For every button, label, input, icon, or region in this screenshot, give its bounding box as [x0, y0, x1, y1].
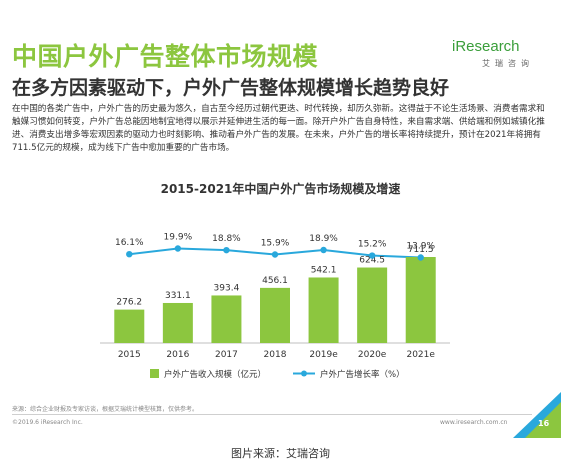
market-size-chart: 276.2 2015 16.1% 331.1 2016 19.9% 393.4 2017 18.…	[100, 233, 450, 380]
logo-text: iResearch	[452, 38, 520, 55]
growth-point-2015	[126, 251, 133, 258]
source-note: 来源：综合企业财报及专家访谈，根据艾瑞统计模型核算，仅供参考。	[12, 406, 199, 413]
page-number: 16	[538, 419, 550, 428]
growth-point-2018	[271, 251, 279, 258]
growth-label-2019e: 18.9%	[309, 234, 338, 244]
growth-label-2017: 18.8%	[212, 234, 241, 244]
bar-value-label-2020e: 624.5	[359, 256, 385, 266]
website-text: www.iresearch.com.cn	[440, 419, 508, 426]
x-tick-label-2017: 2017	[215, 350, 238, 360]
footer-divider	[12, 414, 532, 415]
legend-label-revenue: 户外广告收入规模（亿元）	[164, 369, 266, 380]
bar-value-label-2016: 331.1	[165, 291, 191, 301]
growth-label-2018: 15.9%	[261, 239, 290, 249]
legend-swatch-revenue	[150, 369, 159, 378]
page-title: 中国户外广告整体市场规模	[12, 42, 319, 71]
bar-value-label-2021e: 711.5	[408, 245, 434, 255]
body-paragraph: 在中国的各类广告中，户外广告的历史最为悠久，自古至今经历过朝代更迭、时代转换，却…	[12, 104, 545, 153]
corner-decoration	[513, 392, 561, 438]
growth-point-2016	[174, 245, 182, 252]
x-tick-label-2020e: 2020e	[358, 350, 387, 360]
growth-point-2021e	[417, 254, 424, 261]
page-subtitle: 在多方因素驱动下，户外广告整体规模增长趋势良好	[12, 77, 450, 99]
report-slide: 中国户外广告整体市场规模 在多方因素驱动下，户外广告整体规模增长趋势良好 iRe…	[12, 38, 561, 438]
growth-point-2020e	[368, 252, 376, 259]
iresearch-logo: iResearch 艾瑞咨询	[452, 38, 552, 72]
x-tick-label-2016: 2016	[166, 350, 189, 360]
x-tick-label-2021e: 2021e	[406, 350, 435, 360]
copyright-text: ©2019.6 iResearch Inc.	[12, 419, 83, 426]
legend-marker-growth	[301, 370, 307, 377]
logo-subtext: 艾瑞咨询	[482, 59, 534, 68]
x-tick-label-2019e: 2019e	[309, 350, 338, 360]
bar-2017	[211, 295, 242, 343]
chart-title: 2015-2021年中国户外广告市场规模及增速	[160, 182, 401, 196]
growth-label-2015: 16.1%	[115, 238, 144, 248]
bar-2015	[114, 309, 145, 343]
bar-2019e	[308, 277, 339, 343]
x-tick-label-2018: 2018	[264, 350, 287, 360]
bar-2016	[162, 302, 193, 343]
bar-value-label-2018: 456.1	[262, 276, 288, 286]
growth-label-2016: 19.9%	[164, 233, 193, 243]
bar-2018	[260, 287, 290, 343]
bar-2021e	[405, 257, 436, 343]
bar-value-label-2015: 276.2	[116, 298, 142, 308]
growth-point-2019e	[320, 246, 327, 254]
bar-value-label-2017: 393.4	[214, 283, 240, 293]
image-caption: 图片来源：艾瑞咨询	[231, 447, 330, 460]
growth-label-2021e: 13.9%	[406, 242, 435, 252]
growth-label-2020e: 15.2%	[358, 240, 387, 250]
growth-point-2017	[223, 246, 230, 254]
bar-value-label-2019e: 542.1	[311, 265, 337, 275]
legend-label-growth: 户外广告增长率（%）	[320, 369, 405, 380]
bar-2020e	[357, 267, 388, 343]
x-tick-label-2015: 2015	[118, 350, 141, 360]
